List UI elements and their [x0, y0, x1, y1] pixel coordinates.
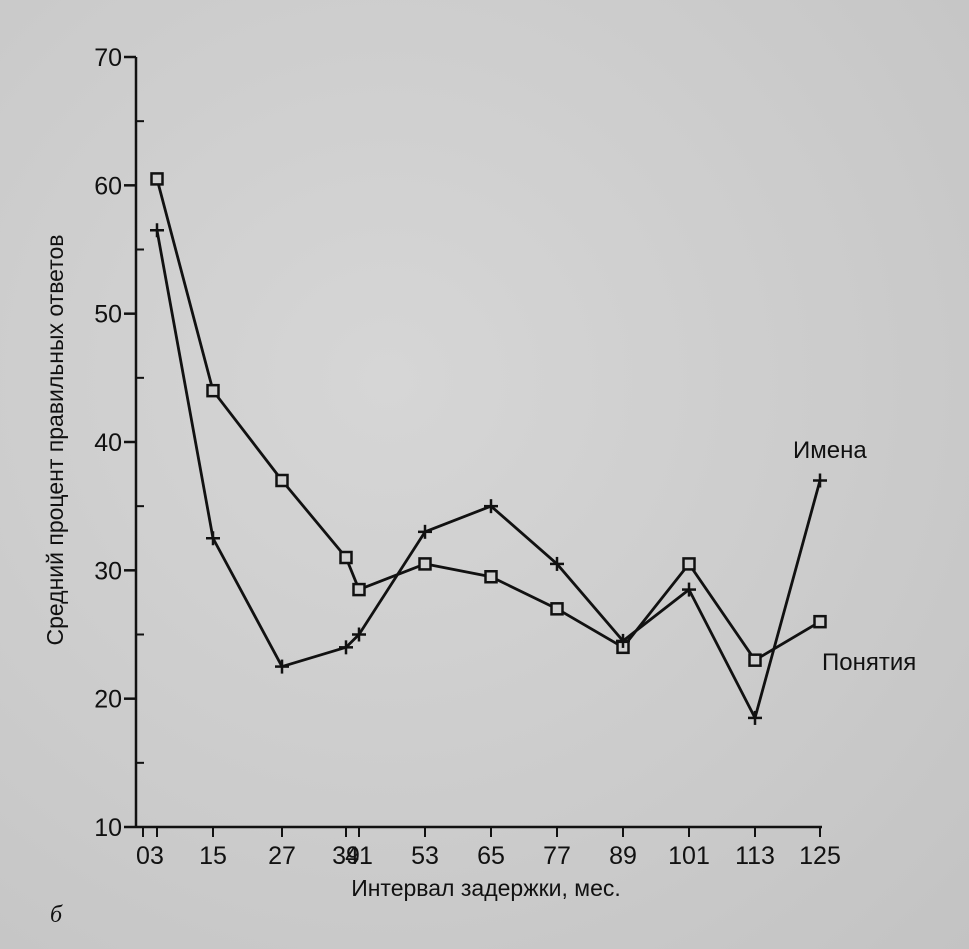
x-tick-label: 125	[799, 842, 841, 870]
x-axis-title: Интервал задержки, мес.	[351, 875, 621, 901]
x-tick-label: 27	[268, 842, 296, 870]
data-point-names	[616, 633, 630, 648]
y-tick-label: 40	[94, 429, 122, 457]
data-point-concepts	[418, 557, 432, 571]
data-point-concepts	[550, 602, 564, 616]
x-tick-label: 89	[609, 842, 637, 870]
data-point-concepts	[813, 614, 827, 629]
series-lines	[150, 172, 827, 725]
x-tick-label: 101	[668, 842, 710, 870]
data-point-concepts	[206, 383, 220, 398]
x-tick-label: 3	[150, 842, 164, 870]
panel-label: б	[50, 902, 63, 928]
data-point-names	[748, 710, 762, 725]
data-point-concepts	[275, 473, 289, 488]
series-label-concepts: Понятия	[822, 649, 916, 676]
data-point-names	[813, 473, 827, 488]
y-tick-label: 70	[94, 44, 122, 72]
data-point-names	[550, 556, 564, 571]
series-line-concepts	[155, 178, 821, 662]
data-point-concepts	[748, 653, 762, 667]
data-point-names	[339, 640, 353, 655]
x-tick-label: 77	[543, 842, 571, 870]
data-point-concepts	[484, 570, 498, 584]
data-point-names	[275, 659, 289, 674]
data-point-concepts	[682, 557, 696, 571]
y-tick-label: 50	[94, 301, 122, 329]
x-tick-label: 41	[345, 842, 373, 870]
data-point-names	[418, 524, 432, 539]
data-point-names	[352, 627, 366, 642]
data-point-names	[206, 531, 220, 546]
data-point-concepts	[352, 582, 366, 597]
x-tick-label: 15	[199, 842, 227, 870]
x-tick-label: 39	[332, 842, 360, 870]
axes	[134, 57, 822, 829]
y-tick-label: 10	[94, 814, 122, 842]
data-point-concepts	[339, 550, 353, 565]
x-tick-label: 65	[477, 842, 505, 870]
series-line-names	[155, 229, 822, 720]
y-axis-title: Средний процент правильных ответов	[42, 235, 68, 646]
x-tick-label: 113	[735, 842, 775, 870]
data-point-names	[150, 223, 164, 238]
series-label-names: Имена	[793, 437, 867, 464]
y-axis-ticks: 10 20 30 40 50 60 70	[94, 44, 144, 842]
y-tick-label: 60	[94, 172, 122, 200]
y-tick-label: 20	[94, 686, 122, 714]
x-tick-label: 0	[136, 842, 150, 870]
data-point-names	[682, 582, 696, 597]
x-tick-label: 53	[411, 842, 439, 870]
data-point-concepts	[150, 172, 164, 186]
data-point-names	[484, 499, 498, 514]
y-tick-label: 30	[94, 557, 122, 585]
